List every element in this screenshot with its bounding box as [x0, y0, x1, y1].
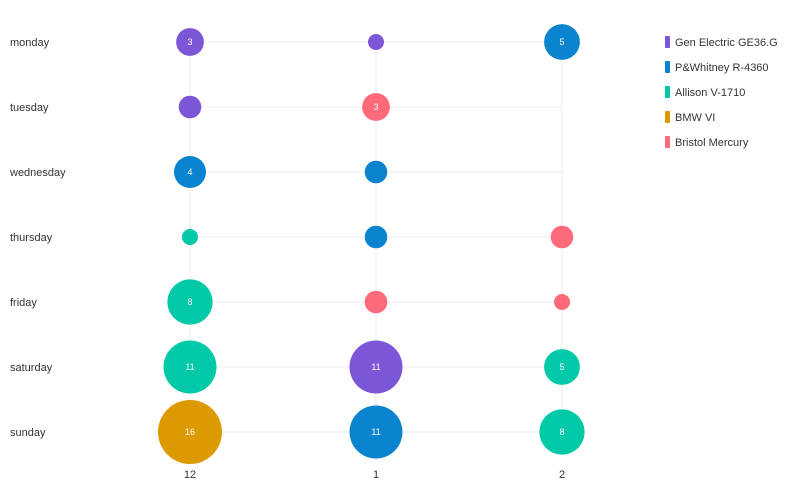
bubble-wednesday-12[interactable] [174, 156, 206, 188]
bubble-label-wednesday-12: 4 [187, 167, 192, 177]
bubble-saturday-1[interactable] [349, 340, 403, 394]
legend-swatch [665, 86, 670, 98]
bubble-label-tuesday-1: 3 [373, 102, 378, 112]
legend-item-label[interactable]: BMW VI [675, 112, 715, 124]
bubble-label-saturday-12: 11 [185, 362, 194, 372]
column-label-12: 12 [184, 469, 196, 481]
bubbles-layer: 3 5 3 4 8 11 11 5 16 11 8 [158, 24, 585, 464]
bubble-friday-1[interactable] [364, 290, 388, 314]
bubble-monday-1[interactable] [368, 34, 384, 50]
column-label-2: 2 [559, 469, 565, 481]
bubble-sunday-1[interactable] [349, 405, 403, 459]
bubble-label-sunday-2: 8 [559, 427, 564, 437]
bubble-wednesday-1[interactable] [364, 160, 388, 184]
legend-swatch [665, 136, 670, 148]
bubble-sunday-2[interactable] [539, 409, 585, 455]
row-label-wednesday: wednesday [9, 167, 66, 179]
legend-item-label[interactable]: Allison V-1710 [675, 87, 745, 99]
bubble-monday-12[interactable] [176, 28, 204, 56]
row-labels: monday tuesday wednesday thursday friday satu… [9, 37, 66, 439]
bubble-label-saturday-2: 5 [559, 362, 564, 372]
row-label-sunday: sunday [10, 427, 46, 439]
legend-swatch [665, 61, 670, 73]
bubble-thursday-2[interactable] [550, 225, 574, 249]
row-label-tuesday: tuesday [10, 102, 49, 114]
legend: Gen Electric GE36.G P&Whitney R-4360 Allis… [665, 36, 778, 149]
bubble-thursday-1[interactable] [364, 225, 388, 249]
legend-swatch [665, 111, 670, 123]
row-label-monday: monday [10, 37, 50, 49]
bubble-tuesday-1[interactable] [362, 93, 390, 121]
row-label-thursday: thursday [10, 232, 53, 244]
bubble-monday-2[interactable] [544, 24, 580, 60]
legend-item-label[interactable]: P&Whitney R-4360 [675, 62, 769, 74]
bubble-label-monday-12: 3 [187, 37, 192, 47]
bubble-thursday-12[interactable] [182, 229, 198, 245]
bubble-friday-2[interactable] [554, 294, 570, 310]
row-label-saturday: saturday [10, 362, 53, 374]
legend-swatch [665, 36, 670, 48]
column-labels: 12 1 2 [184, 469, 565, 481]
bubble-label-sunday-12: 16 [185, 427, 195, 437]
bubble-label-monday-2: 5 [559, 37, 564, 47]
bubble-label-friday-12: 8 [187, 297, 192, 307]
legend-item-label[interactable]: Gen Electric GE36.G [675, 37, 778, 49]
column-label-1: 1 [373, 469, 379, 481]
bubble-friday-12[interactable] [167, 279, 213, 325]
bubble-label-saturday-1: 11 [371, 362, 380, 372]
bubble-tuesday-12[interactable] [178, 95, 202, 119]
bubble-saturday-2[interactable] [544, 349, 580, 385]
bubble-sunday-12[interactable] [158, 400, 222, 464]
bubble-saturday-12[interactable] [163, 340, 217, 394]
row-label-friday: friday [10, 297, 37, 309]
legend-item-label[interactable]: Bristol Mercury [675, 137, 749, 149]
bubble-label-sunday-1: 11 [371, 427, 380, 437]
